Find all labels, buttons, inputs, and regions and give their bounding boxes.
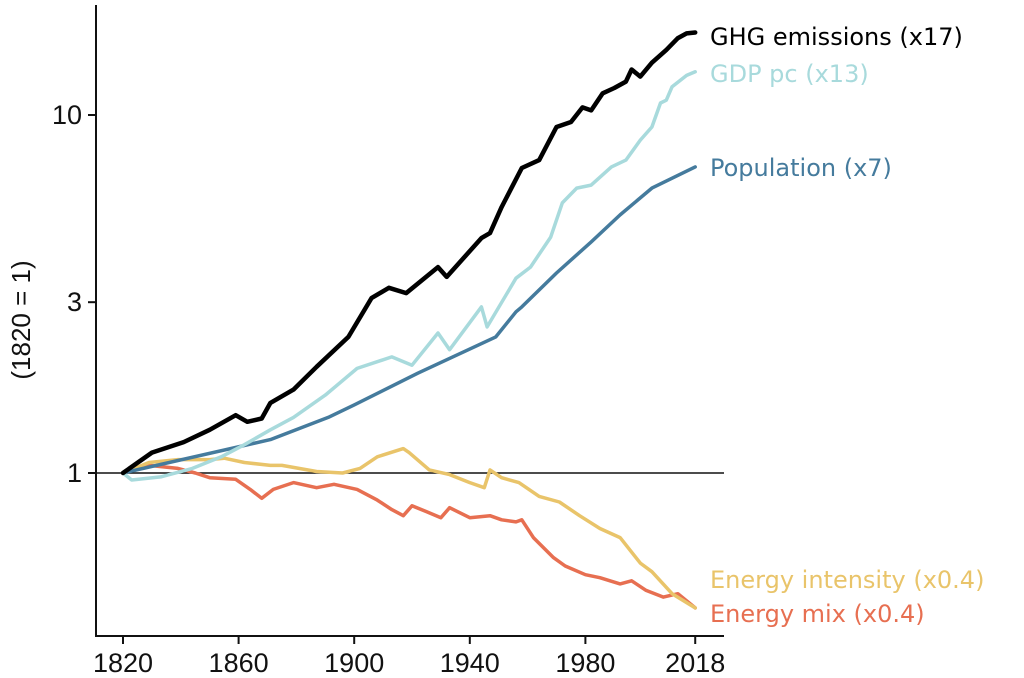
series-labels: GHG emissions (x17) GDP pc (x13) Populatio… xyxy=(710,23,984,628)
x-tick-label: 2018 xyxy=(665,648,725,678)
x-tick-label: 1900 xyxy=(324,648,384,678)
series-label-ghg-emissions: GHG emissions (x17) xyxy=(710,23,963,51)
series-label-energy-intensity: Energy intensity (x0.4) xyxy=(710,566,984,594)
series-label-gdp-pc: GDP pc (x13) xyxy=(710,60,869,88)
x-ticks: 1820 1860 1900 1940 1980 2018 xyxy=(93,636,725,678)
series-line-gdp-pc xyxy=(121,70,697,482)
series-line-energy-intensity xyxy=(121,446,697,610)
series-lines xyxy=(120,30,698,610)
y-tick-label: 10 xyxy=(52,100,82,130)
x-tick-label: 1860 xyxy=(209,648,269,678)
y-tick-label: 3 xyxy=(67,287,82,317)
x-tick-label: 1940 xyxy=(440,648,500,678)
series-line-energy-mix xyxy=(121,463,697,610)
x-tick-label: 1980 xyxy=(555,648,615,678)
y-axis-title: (1820 = 1) xyxy=(6,260,36,379)
series-label-energy-mix: Energy mix (x0.4) xyxy=(710,600,925,628)
series-line-population xyxy=(121,165,697,475)
y-ticks: 1 3 10 xyxy=(52,100,96,488)
y-tick-label: 1 xyxy=(67,458,82,488)
series-line-ghg-emissions xyxy=(120,30,698,476)
x-tick-label: 1820 xyxy=(93,648,153,678)
series-label-population: Population (x7) xyxy=(710,154,892,182)
axes xyxy=(95,5,724,637)
